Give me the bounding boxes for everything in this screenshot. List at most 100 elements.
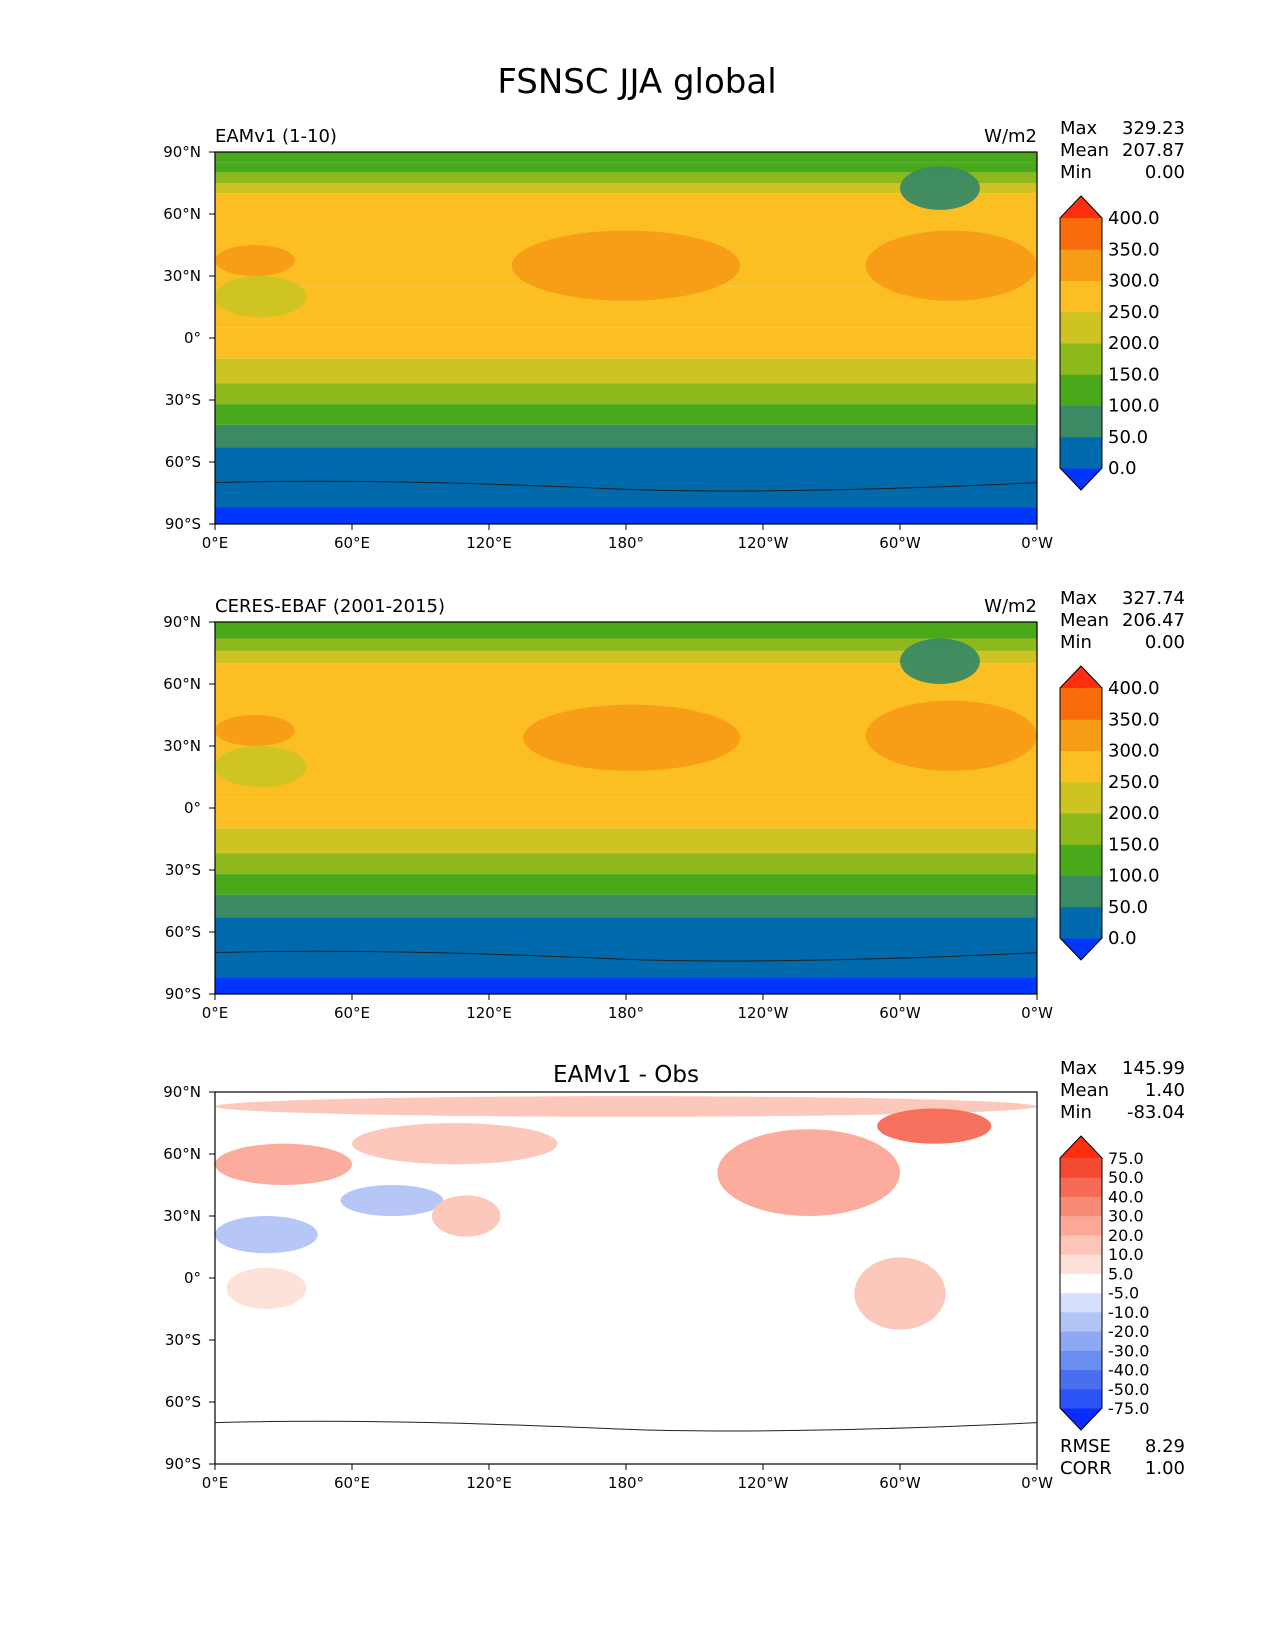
colorbar-outline (1059, 665, 1103, 961)
colorbar-segment (1060, 436, 1102, 469)
colorbar-segment (1060, 875, 1102, 908)
colorbar-tick-label: 40.0 (1108, 1187, 1144, 1206)
extra-stat-value: 1.00 (1145, 1458, 1185, 1479)
y-tick-label: 90°S (165, 985, 201, 1003)
stat-label: Mean (1060, 610, 1109, 631)
y-tick-label: 0° (184, 1269, 201, 1287)
zonal-band-0 (215, 152, 1037, 163)
colorbar-tick-label: 75.0 (1108, 1149, 1144, 1168)
antarctic-coastline (214, 950, 1038, 962)
colorbar-tick-label: 150.0 (1108, 364, 1160, 385)
colorbar-segment (1060, 906, 1102, 939)
antarctic-coastline (214, 480, 1038, 492)
x-tick-label: 120°E (466, 1004, 512, 1022)
stat-value: 0.00 (1145, 632, 1185, 653)
colorbar: 0.0 50.0 100.0 150.0 200.0 250.0 300.0 350.0 400… (1059, 665, 1160, 961)
x-tick-label: 120°W (738, 1474, 789, 1492)
map-field (214, 622, 1038, 994)
x-tick-label: 60°W (879, 1004, 921, 1022)
region-north-atlantic (865, 230, 1037, 301)
x-tick-label: 120°W (738, 1004, 789, 1022)
x-tick-label: 120°E (466, 534, 512, 552)
region-central-asia (340, 1185, 444, 1216)
extra-stat-label: CORR (1060, 1458, 1112, 1479)
colorbar-tick-label: 0.0 (1108, 458, 1137, 479)
colorbar-segment (1060, 405, 1102, 438)
colorbar-segment (1060, 1331, 1102, 1351)
colorbar-segment (1060, 844, 1102, 876)
y-tick-label: 30°N (163, 267, 201, 285)
colorbar-tick-label: -5.0 (1108, 1284, 1139, 1303)
zonal-band-8 (215, 894, 1037, 918)
colorbar-segment (1060, 813, 1102, 845)
colorbar-segment (1060, 249, 1102, 281)
antarctic-coastline (214, 1420, 1038, 1432)
colorbar-tick-label: 20.0 (1108, 1226, 1144, 1245)
x-tick-label: 0°W (1021, 534, 1053, 552)
colorbar-tick-label: 50.0 (1108, 1168, 1144, 1187)
stat-value: 207.87 (1122, 140, 1185, 161)
colorbar-segment (1060, 688, 1102, 720)
stat-label: Min (1060, 162, 1092, 183)
x-tick-label: 0°E (202, 534, 229, 552)
panel-units: W/m2 (984, 596, 1037, 617)
x-tick-label: 180° (608, 534, 644, 552)
colorbar-tick-label: 50.0 (1108, 897, 1148, 918)
zonal-band-9 (215, 404, 1037, 425)
y-tick-label: 90°N (163, 1083, 201, 1101)
zonal-band-10 (215, 424, 1037, 448)
colorbar-segment (1060, 1215, 1102, 1236)
colorbar-tick-label: -40.0 (1108, 1361, 1149, 1380)
colorbar-segment (1060, 218, 1102, 250)
colorbar-outline (1059, 1135, 1103, 1431)
panel-2: CERES-EBAF (2001-2015) W/m2 0°E 60°E 120°E 18… (163, 588, 1185, 1022)
stat-label: Min (1060, 1102, 1092, 1123)
colorbar-tick-label: 250.0 (1108, 772, 1160, 793)
region-mediterranean (215, 715, 295, 746)
zonal-band-6 (215, 327, 1037, 359)
colorbar-segment (1060, 1311, 1102, 1332)
map-field (214, 1092, 1038, 1464)
colorbar-tick-label: 250.0 (1108, 302, 1160, 323)
colorbar-extend-max (1060, 196, 1102, 218)
region-greenland (900, 166, 980, 210)
extra-stat-value: 8.29 (1145, 1436, 1185, 1457)
colorbar-tick-label: -30.0 (1108, 1341, 1149, 1360)
colorbar-tick-label: 50.0 (1108, 427, 1148, 448)
panel-units: W/m2 (984, 126, 1037, 147)
zonal-band-6 (215, 853, 1037, 875)
zonal-band-1 (215, 162, 1037, 173)
colorbar-tick-label: 100.0 (1108, 396, 1160, 417)
x-tick-label: 180° (608, 1004, 644, 1022)
colorbar-extend-min (1060, 938, 1102, 960)
region-north-america (717, 1129, 901, 1216)
zonal-band-5 (215, 828, 1037, 854)
y-tick-label: 90°S (165, 1455, 201, 1473)
zonal-band-2 (215, 650, 1037, 664)
stat-value: 206.47 (1122, 610, 1185, 631)
zonal-band-2 (215, 172, 1037, 183)
x-tick-label: 60°W (879, 1474, 921, 1492)
zonal-band-3 (215, 183, 1037, 194)
region-north-pacific (511, 230, 741, 301)
panel-3: EAMv1 - Obs 0°E 60°E 120°E 180° 120°W 60°W 0°W 9… (163, 1058, 1185, 1492)
region-europe (215, 1143, 352, 1186)
y-tick-label: 30°S (165, 861, 201, 879)
colorbar-tick-label: 350.0 (1108, 709, 1160, 730)
y-tick-label: 30°N (163, 1207, 201, 1225)
colorbar-tick-label: 5.0 (1108, 1264, 1133, 1283)
y-tick-label: 60°N (163, 205, 201, 223)
stat-label: Mean (1060, 140, 1109, 161)
stat-label: Max (1060, 118, 1098, 139)
colorbar: 0.0 50.0 100.0 150.0 200.0 250.0 300.0 350.0 400… (1059, 195, 1160, 491)
stat-value: 1.40 (1145, 1080, 1185, 1101)
panel-1: EAMv1 (1-10) W/m2 0°E 60°E 120°E 180° 120°W 60°… (163, 118, 1185, 552)
region-sahara (214, 746, 307, 788)
figure-title: FSNSC JJA global (497, 62, 776, 102)
region-greenland (900, 638, 980, 684)
colorbar-segment (1060, 1369, 1102, 1390)
colorbar-segment (1060, 1254, 1102, 1274)
y-tick-label: 0° (184, 799, 201, 817)
colorbar-segment (1060, 1273, 1102, 1294)
